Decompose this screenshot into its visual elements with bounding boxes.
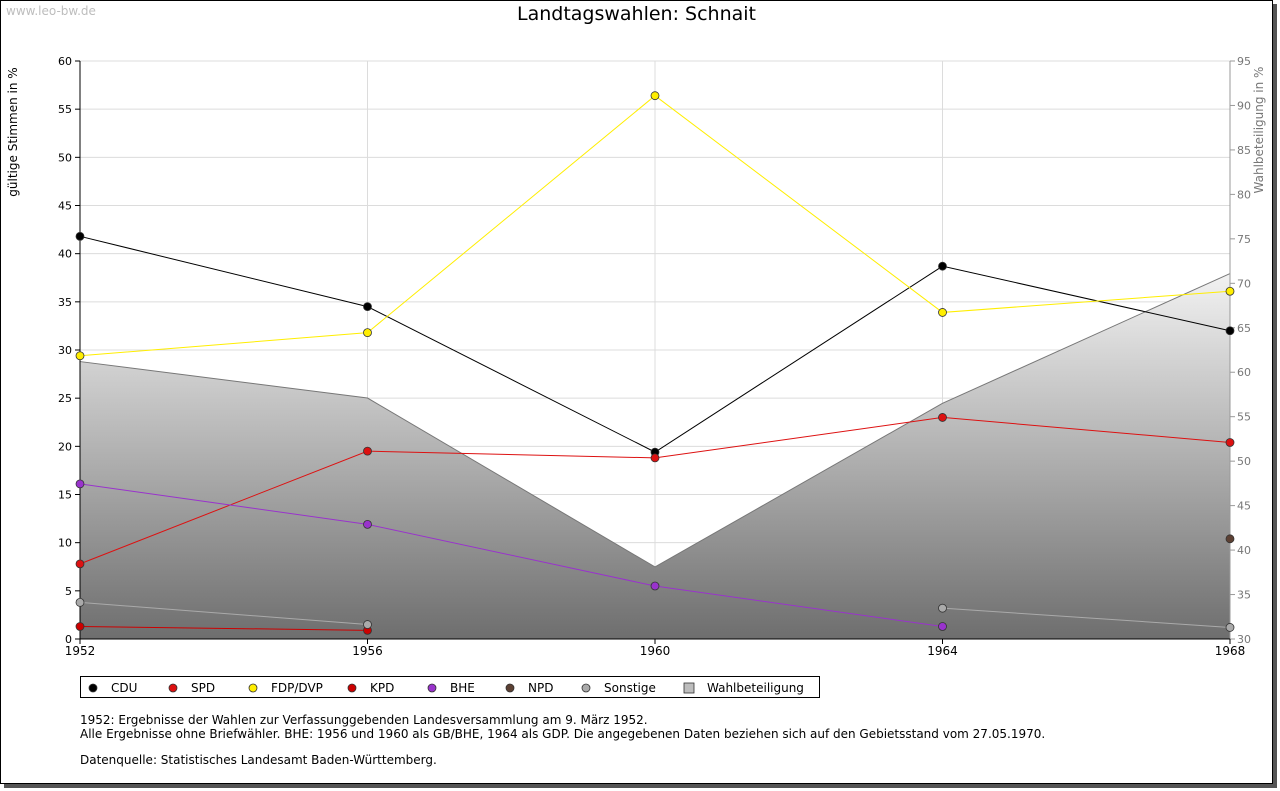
legend-marker-npd — [505, 683, 515, 693]
point-cdu — [1225, 326, 1235, 336]
point-kpd — [75, 622, 85, 631]
legend-label-kpd: KPD — [370, 681, 394, 695]
legend-label-spd: SPD — [191, 681, 215, 695]
point-npd — [1225, 534, 1235, 544]
legend-label-sonstige: Sonstige — [604, 681, 656, 695]
y-tick-label: 40 — [58, 248, 72, 261]
area-wahlbeteiligung-edge — [79, 273, 1231, 568]
point-bhe — [75, 479, 85, 489]
y-tick-label: 60 — [58, 55, 72, 68]
points-layer — [75, 91, 1235, 635]
point-cdu — [363, 302, 372, 312]
point-spd — [363, 446, 372, 456]
legend-label-cdu: CDU — [111, 681, 137, 695]
series-line-sonstige — [942, 607, 1231, 628]
y-tick-label: 55 — [58, 103, 72, 116]
point-sonstige — [938, 603, 947, 613]
point-fdp-dvp — [1225, 286, 1235, 296]
y-axis-label: gültige Stimmen in % — [6, 67, 20, 196]
y2-tick-label: 30 — [1237, 633, 1251, 646]
area-wahlbeteiligung — [80, 273, 1230, 639]
y-tick-label: 30 — [58, 344, 72, 357]
chart-legend: CDU SPD FDP/DVP KPD BHE NPD Sonstige Wahlbeteil… — [80, 676, 820, 698]
series-line-kpd — [79, 625, 368, 631]
legend-marker-spd — [168, 683, 178, 693]
y-tick-label: 20 — [58, 440, 72, 453]
y2-tick-label: 65 — [1237, 322, 1251, 335]
y2-tick-label: 55 — [1237, 411, 1251, 424]
area-layer — [79, 273, 1231, 639]
chart-svg: 0 5 10 15 20 25 30 35 40 45 50 55 60 30 35 40 45 50 55 60 65… — [6, 55, 1266, 658]
note-source: Datenquelle: Statistisches Landesamt Bad… — [80, 753, 437, 767]
y2-tick-label: 50 — [1237, 455, 1251, 468]
legend-label-bhe: BHE — [450, 681, 475, 695]
point-bhe — [363, 519, 372, 529]
note-1952: 1952: Ergebnisse der Wahlen zur Verfassu… — [80, 713, 648, 727]
legend-marker-cdu — [88, 683, 98, 693]
y-tick-label: 15 — [58, 489, 72, 502]
y2-tick-label: 60 — [1237, 366, 1251, 379]
y-tick-label: 5 — [65, 585, 72, 598]
legend-marker-bhe — [427, 683, 437, 693]
x-tick-label: 1960 — [640, 644, 671, 658]
point-fdp-dvp — [75, 351, 85, 361]
legend-marker-sonstige — [581, 683, 591, 693]
point-spd — [650, 453, 660, 463]
y2-tick-label: 75 — [1237, 233, 1251, 246]
y2-tick-label: 45 — [1237, 500, 1251, 513]
point-sonstige — [363, 620, 372, 629]
point-cdu — [938, 261, 947, 271]
y2-tick-label: 40 — [1237, 544, 1251, 557]
point-fdp-dvp — [363, 328, 372, 338]
x-tick-label: 1964 — [927, 644, 958, 658]
series-line-bhe — [79, 483, 943, 627]
legend-label-fdp-dvp: FDP/DVP — [271, 681, 323, 695]
y2-tick-label: 35 — [1237, 589, 1251, 602]
legend-label-npd: NPD — [528, 681, 553, 695]
point-fdp-dvp — [938, 308, 947, 317]
x-tick-label: 1956 — [352, 644, 383, 658]
x-tick-label: 1952 — [65, 644, 96, 658]
point-sonstige — [1225, 623, 1235, 632]
point-spd — [1225, 438, 1235, 447]
point-sonstige — [75, 597, 85, 607]
y2-tick-label: 80 — [1237, 188, 1251, 201]
y2-axis-label: Wahlbeteiligung in % — [1252, 67, 1266, 194]
y2-tick-label: 70 — [1237, 277, 1251, 290]
point-spd — [75, 559, 85, 569]
legend-marker-fdp-dvp — [248, 683, 258, 693]
legend-marker-wahlbeteiligung — [683, 682, 695, 694]
y-tick-label: 35 — [58, 296, 72, 309]
y-tick-label: 0 — [65, 633, 72, 646]
x-tick-label: 1968 — [1215, 644, 1246, 658]
series-line-sonstige — [79, 601, 368, 626]
legend-marker-kpd — [347, 683, 357, 693]
point-bhe — [650, 581, 660, 591]
y-tick-label: 50 — [58, 151, 72, 164]
y2-tick-label: 95 — [1237, 55, 1251, 68]
note-general: Alle Ergebnisse ohne Briefwähler. BHE: 1… — [80, 727, 1046, 741]
axes-layer: 0 5 10 15 20 25 30 35 40 45 50 55 60 30 35 40 45 50 55 60 65… — [58, 55, 1251, 658]
watermark: www.leo-bw.de — [6, 4, 96, 18]
point-cdu — [75, 231, 85, 241]
point-bhe — [938, 622, 947, 631]
y2-tick-label: 85 — [1237, 144, 1251, 157]
legend-label-wahlbeteiligung: Wahlbeteiligung — [707, 681, 804, 695]
point-fdp-dvp — [650, 91, 660, 101]
legend-svg: CDU SPD FDP/DVP KPD BHE NPD Sonstige Wahlbeteil… — [88, 681, 804, 695]
chart-title: Landtagswahlen: Schnait — [516, 3, 757, 25]
point-spd — [938, 413, 947, 422]
y-tick-label: 25 — [58, 392, 72, 405]
y-tick-label: 10 — [58, 537, 72, 550]
y-tick-label: 45 — [58, 200, 72, 213]
y2-tick-label: 90 — [1237, 99, 1251, 112]
